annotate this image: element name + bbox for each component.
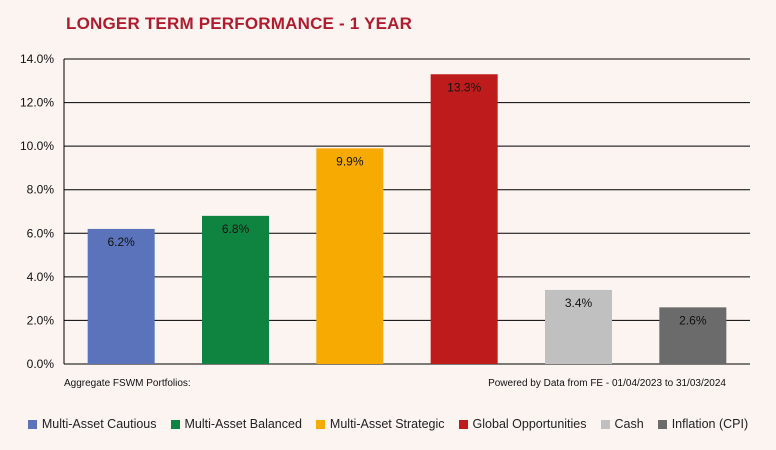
legend-swatch: [600, 419, 610, 429]
y-tick-label: 14.0%: [20, 52, 54, 66]
y-tick-label: 6.0%: [27, 226, 55, 240]
legend-swatch: [315, 419, 325, 429]
y-tick-label: 10.0%: [20, 139, 54, 153]
portfolio-note: Aggregate FSWM Portfolios:: [64, 378, 191, 389]
y-tick-label: 12.0%: [20, 96, 54, 110]
gridlines: [64, 58, 750, 365]
bar-global-opportunities: [430, 74, 498, 364]
y-tick-label: 0.0%: [27, 357, 55, 371]
bars: [87, 74, 727, 364]
y-tick-label: 8.0%: [27, 183, 55, 197]
bar-multi-asset-balanced: [202, 215, 269, 364]
legend-swatch: [657, 419, 667, 429]
chart-title: LONGER TERM PERFORMANCE - 1 YEAR: [66, 14, 413, 33]
y-axis-ticks: 0.0% 2.0% 4.0% 6.0% 8.0% 10.0% 12.0% 14.0%: [20, 52, 54, 371]
legend-item: Global Opportunities: [458, 417, 587, 431]
y-tick-label: 4.0%: [27, 270, 55, 284]
bar-multi-asset-strategic: [316, 148, 384, 364]
bar-inflation-cpi: [659, 307, 727, 364]
legend-label: Cash: [614, 417, 644, 431]
source-note: Powered by Data from FE - 01/04/2023 to …: [488, 378, 726, 389]
legend-item: Inflation (CPI): [657, 417, 749, 431]
legend-item: Multi-Asset Strategic: [315, 417, 445, 431]
data-label: 3.4%: [565, 296, 593, 310]
y-tick-label: 2.0%: [27, 313, 55, 327]
data-label: 6.8%: [222, 222, 250, 236]
legend-label: Multi-Asset Cautious: [41, 417, 157, 431]
data-label: 9.9%: [336, 154, 364, 168]
legend-item: Cash: [600, 417, 644, 431]
legend-item: Multi-Asset Balanced: [170, 417, 302, 431]
legend-item: Multi-Asset Cautious: [27, 417, 157, 431]
data-label: 6.2%: [107, 235, 135, 249]
legend: Multi-Asset Cautious Multi-Asset Balanced…: [0, 417, 776, 431]
data-label: 2.6%: [679, 313, 707, 327]
legend-label: Global Opportunities: [472, 417, 587, 431]
legend-label: Multi-Asset Balanced: [184, 417, 302, 431]
legend-label: Inflation (CPI): [671, 417, 749, 431]
legend-label: Multi-Asset Strategic: [329, 417, 445, 431]
data-label: 13.3%: [447, 80, 481, 94]
data-labels: 6.2% 6.8% 9.9% 13.3% 3.4% 2.6%: [107, 80, 706, 327]
legend-swatch: [170, 419, 180, 429]
bar-multi-asset-cautious: [87, 228, 155, 364]
legend-swatch: [27, 419, 37, 429]
bar-cash: [545, 289, 612, 364]
legend-swatch: [458, 419, 468, 429]
